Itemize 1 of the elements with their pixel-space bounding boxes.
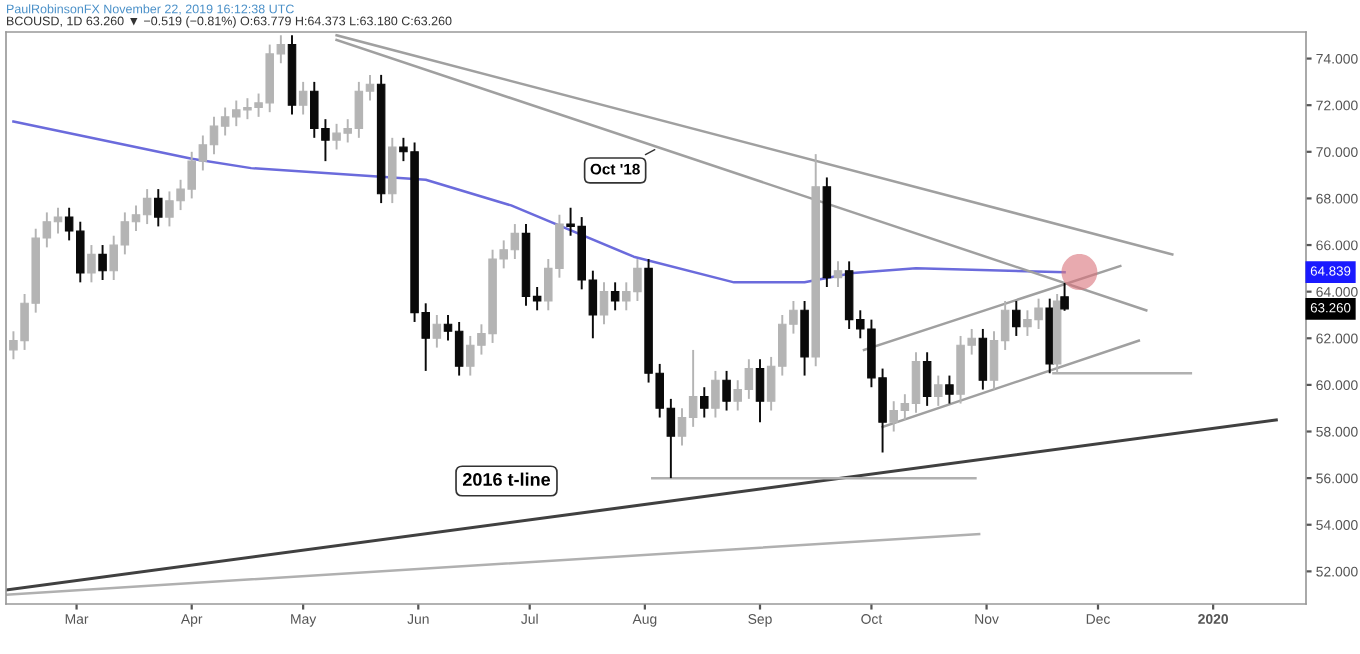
annotation: 2016 t-line <box>462 472 551 486</box>
